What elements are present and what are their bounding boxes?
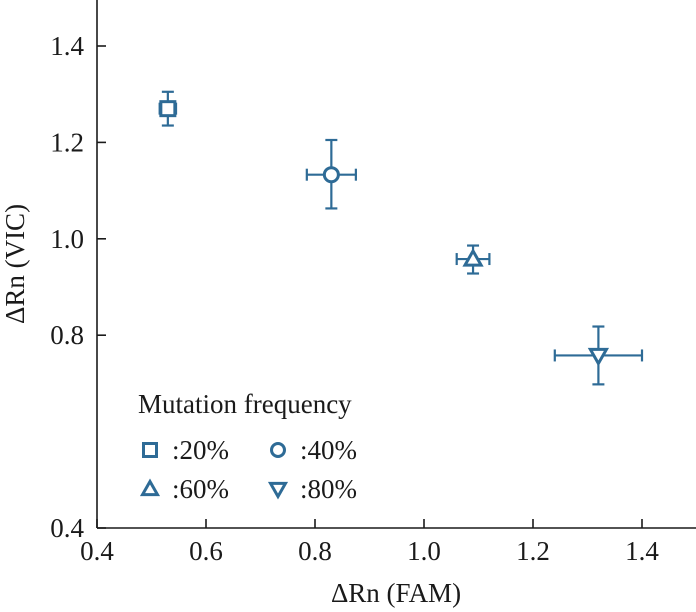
legend-label: :80% bbox=[300, 474, 357, 504]
legend-marker bbox=[267, 481, 289, 500]
data-points bbox=[159, 100, 610, 367]
y-tick-label: 1.0 bbox=[50, 224, 84, 254]
y-tick-label: 1.4 bbox=[50, 31, 84, 61]
legend-marker bbox=[270, 442, 286, 458]
data-point-80pct bbox=[587, 347, 610, 367]
legend-label: :20% bbox=[172, 435, 229, 465]
legend-marker bbox=[142, 442, 158, 458]
x-tick-label: 0.4 bbox=[80, 536, 114, 566]
legend: Mutation frequency :20% :40% :60% :80% bbox=[138, 389, 357, 504]
legend-marker bbox=[139, 478, 161, 497]
x-tick-label: 0.6 bbox=[189, 536, 223, 566]
y-axis-label: ΔRn (VIC) bbox=[0, 204, 30, 324]
legend-label: :40% bbox=[300, 435, 357, 465]
x-tick-label: 1.0 bbox=[407, 536, 441, 566]
x-axis-label: ΔRn (FAM) bbox=[331, 578, 461, 608]
x-tick-label: 1.4 bbox=[625, 536, 659, 566]
y-tick-label: 0.4 bbox=[50, 513, 84, 543]
data-point-40pct bbox=[322, 166, 340, 184]
legend-title: Mutation frequency bbox=[138, 389, 352, 419]
y-tick-label: 1.2 bbox=[50, 127, 84, 157]
data-point-60pct bbox=[462, 247, 484, 267]
legend-items: :20% :40% :60% :80% bbox=[139, 435, 357, 504]
axis-ticks: 0.4 0.6 0.8 1.0 1.2 1.4 0.4 0.8 1.0 1.2 1.4 bbox=[50, 31, 659, 566]
data-point-20pct bbox=[159, 100, 177, 118]
y-tick-label: 0.8 bbox=[50, 320, 84, 350]
error-bars bbox=[158, 90, 644, 386]
x-tick-label: 1.2 bbox=[516, 536, 550, 566]
legend-label: :60% bbox=[172, 474, 229, 504]
x-tick-label: 0.8 bbox=[298, 536, 332, 566]
